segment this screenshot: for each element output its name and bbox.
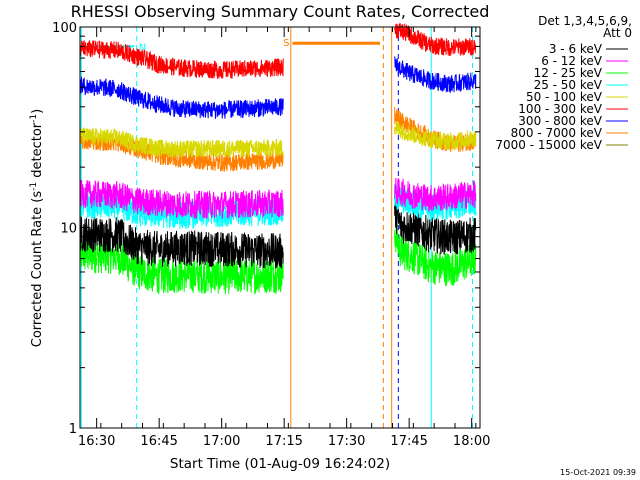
legend-label-100-300-kev: 100 - 300 keV bbox=[518, 102, 602, 116]
series-12-25-kev-segment-0 bbox=[79, 236, 284, 295]
series-3-6-kev-segment-0 bbox=[79, 216, 284, 269]
series-300-800-kev-segment-1 bbox=[394, 56, 477, 93]
x-axis-label: Start Time (01-Aug-09 16:24:02) bbox=[170, 456, 390, 472]
legend-label-25-50-kev: 25 - 50 keV bbox=[534, 78, 603, 92]
series-300-800-kev-segment-0 bbox=[79, 76, 284, 119]
series-6-12-kev-segment-1 bbox=[394, 177, 477, 212]
series-100-300-kev-segment-0 bbox=[79, 39, 284, 79]
y-tick-label-100: 100 bbox=[52, 21, 77, 36]
series-12-25-kev-segment-1 bbox=[394, 222, 477, 287]
x-tick-label-1730: 17:30 bbox=[328, 434, 365, 449]
y-tick-label-1: 1 bbox=[69, 422, 77, 437]
axes: 1 10 100 16:30 16:45 17:00 17:15 17:30 17:45 18:0… bbox=[52, 21, 490, 449]
x-tick-label-1745: 17:45 bbox=[390, 434, 427, 449]
series-3-6-kev-segment-1 bbox=[394, 198, 477, 255]
legend-label-50-100-kev: 50 - 100 keV bbox=[526, 90, 603, 104]
x-tick-label-1630: 16:30 bbox=[78, 434, 115, 449]
marker-n: N bbox=[139, 42, 146, 53]
series-50-100-kev-segment-0 bbox=[79, 127, 284, 159]
x-tick-label-1715: 17:15 bbox=[265, 434, 302, 449]
footer-date: 15-Oct-2021 09:39 bbox=[560, 468, 636, 477]
series-100-300-kev-segment-1 bbox=[394, 23, 477, 57]
legend-label-12-25-kev: 12 - 25 keV bbox=[534, 66, 603, 80]
chart-title: RHESSI Observing Summary Count Rates, Co… bbox=[71, 2, 490, 21]
legend-label-6-12-kev: 6 - 12 keV bbox=[541, 54, 603, 68]
legend-header-attenuator: Att 0 bbox=[603, 26, 632, 40]
legend-label-3-6-kev: 3 - 6 keV bbox=[549, 42, 603, 56]
x-tick-label-1645: 16:45 bbox=[140, 434, 177, 449]
series-50-100-kev-segment-1 bbox=[394, 121, 477, 151]
x-tick-label-1800: 18:00 bbox=[453, 434, 490, 449]
x-tick-label-1700: 17:00 bbox=[203, 434, 240, 449]
legend-label-800-7000-kev: 800 - 7000 keV bbox=[511, 126, 603, 140]
series-25-50-kev-segment-1 bbox=[394, 183, 477, 221]
legend-header-detectors: Det 1,3,4,5,6,9, bbox=[538, 14, 632, 28]
y-tick-label-10: 10 bbox=[60, 222, 77, 237]
series-6-12-kev-segment-0 bbox=[79, 179, 284, 220]
marker-s: S bbox=[283, 38, 289, 49]
legend-label-7000-15000-kev: 7000 - 15000 keV bbox=[495, 138, 602, 152]
y-axis-label: Corrected Count Rate (s-1 detector-1) bbox=[29, 109, 45, 347]
legend-label-300-800-kev: 300 - 800 keV bbox=[518, 114, 602, 128]
